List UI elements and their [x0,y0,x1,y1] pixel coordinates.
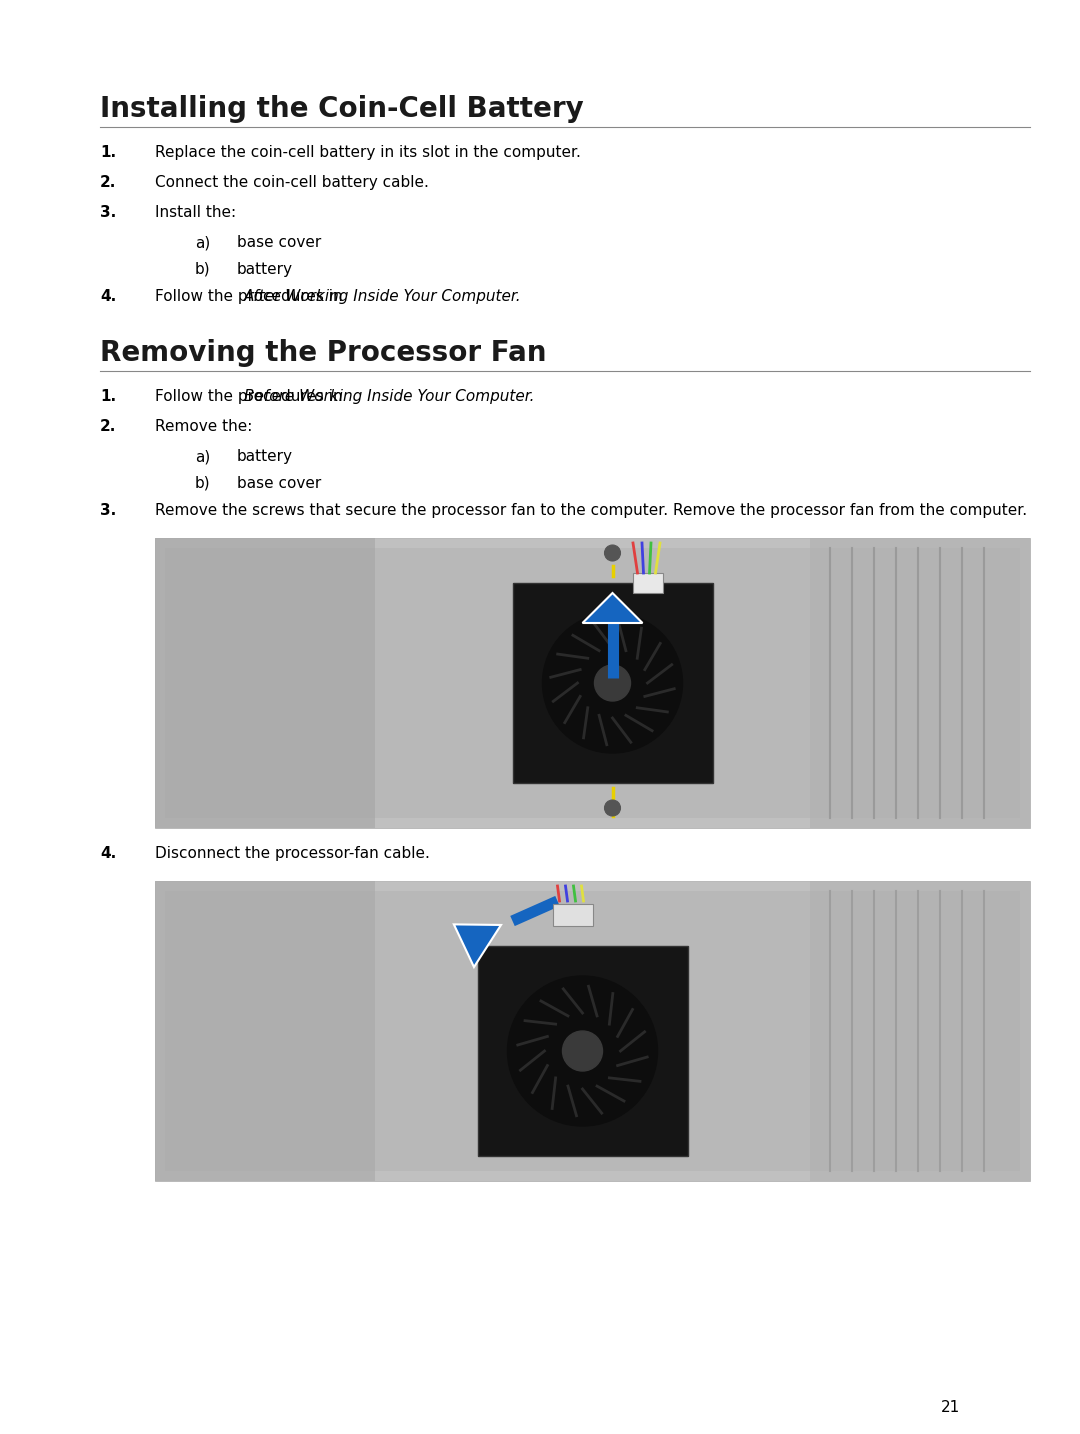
FancyBboxPatch shape [156,880,1030,1182]
Text: 2.: 2. [100,175,117,189]
Text: battery: battery [237,262,293,277]
Circle shape [605,800,621,816]
Bar [156,880,375,1182]
Text: Remove the:: Remove the: [156,419,253,435]
Bar [810,880,1030,1182]
Circle shape [508,977,658,1126]
Text: b): b) [195,262,211,277]
Text: 4.: 4. [100,846,117,860]
Text: a): a) [195,235,211,250]
Bar [513,584,713,783]
Text: 3.: 3. [100,205,117,219]
Text: After Working Inside Your Computer.: After Working Inside Your Computer. [244,290,522,304]
Text: base cover: base cover [237,476,321,490]
Circle shape [594,665,631,701]
Bar [165,548,1020,817]
Text: Replace the coin-cell battery in its slot in the computer.: Replace the coin-cell battery in its slo… [156,145,581,161]
Text: Removing the Processor Fan: Removing the Processor Fan [100,338,546,367]
Bar [156,538,375,827]
Text: base cover: base cover [237,235,321,250]
Circle shape [563,1031,603,1071]
Circle shape [542,612,683,753]
Text: 1.: 1. [100,145,117,161]
Text: Follow the procedures in: Follow the procedures in [156,290,348,304]
Bar [633,574,662,594]
Polygon shape [582,594,643,622]
Bar [553,903,593,926]
Text: battery: battery [237,449,293,465]
Text: Install the:: Install the: [156,205,237,219]
Text: 1.: 1. [100,389,117,404]
Bar [810,538,1030,827]
Bar [477,946,688,1156]
Text: 2.: 2. [100,419,117,435]
Text: Follow the procedures in: Follow the procedures in [156,389,348,404]
Text: Connect the coin-cell battery cable.: Connect the coin-cell battery cable. [156,175,429,189]
Text: b): b) [195,476,211,490]
Text: Disconnect the processor-fan cable.: Disconnect the processor-fan cable. [156,846,430,860]
Text: a): a) [195,449,211,465]
Text: Before Working Inside Your Computer.: Before Working Inside Your Computer. [244,389,535,404]
Text: 3.: 3. [100,503,117,518]
Circle shape [605,545,621,561]
Bar [165,891,1020,1172]
FancyBboxPatch shape [156,538,1030,827]
Text: 4.: 4. [100,290,117,304]
Polygon shape [454,925,501,967]
Text: Remove the screws that secure the processor fan to the computer. Remove the proc: Remove the screws that secure the proces… [156,503,1027,518]
Text: 21: 21 [941,1400,960,1415]
Text: Installing the Coin-Cell Battery: Installing the Coin-Cell Battery [100,95,584,123]
